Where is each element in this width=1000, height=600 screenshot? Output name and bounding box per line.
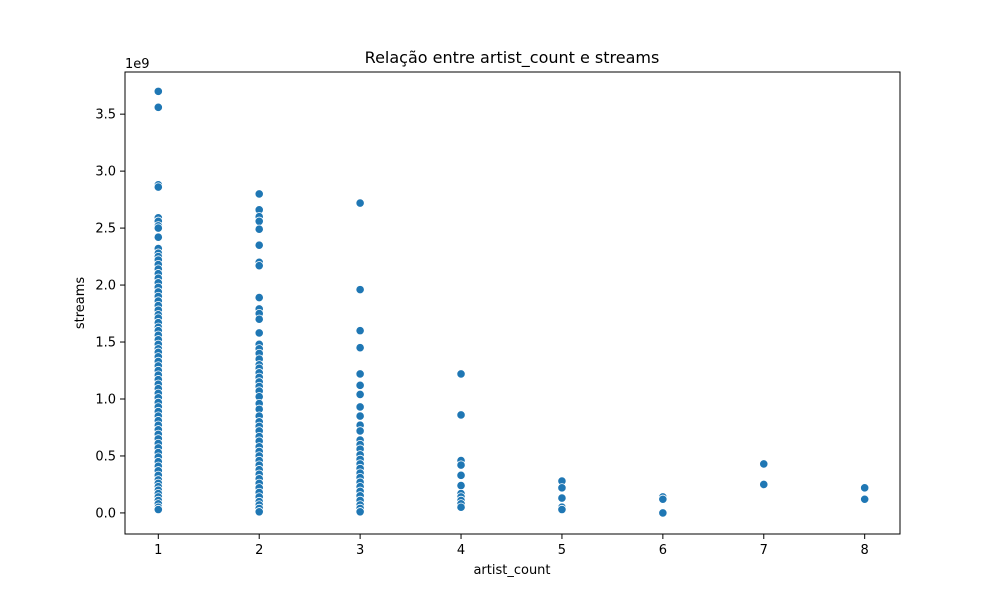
data-point <box>557 493 567 503</box>
data-point <box>355 411 365 421</box>
x-axis-label: artist_count <box>473 563 550 578</box>
data-point <box>254 261 264 271</box>
points-layer <box>153 86 870 518</box>
data-point <box>254 328 264 338</box>
y-tick-label: 0.5 <box>95 449 116 464</box>
data-point <box>355 507 365 517</box>
y-axis-offset-label: 1e9 <box>125 57 150 72</box>
y-tick-label: 3.0 <box>95 165 116 180</box>
data-point <box>355 380 365 390</box>
data-point <box>658 494 668 504</box>
data-point <box>254 240 264 250</box>
data-point <box>355 389 365 400</box>
data-point <box>153 232 163 242</box>
x-tick-label: 8 <box>861 543 869 558</box>
data-point <box>153 223 163 233</box>
y-tick-label: 3.5 <box>95 108 116 123</box>
data-point <box>658 508 668 518</box>
data-point <box>355 326 365 336</box>
data-point <box>254 507 264 517</box>
data-point <box>355 285 365 295</box>
data-point <box>355 426 365 436</box>
data-point <box>153 504 163 515</box>
data-point <box>254 216 264 226</box>
data-point <box>860 483 870 493</box>
data-point <box>759 479 769 490</box>
y-tick-label: 1.0 <box>95 392 116 407</box>
data-point <box>456 502 466 512</box>
y-axis-ticks: 0.0 0.5 1.0 1.5 2.0 2.5 3.0 3.5 <box>95 108 125 521</box>
x-tick-label: 4 <box>457 543 465 558</box>
x-tick-label: 6 <box>659 543 667 558</box>
y-axis-label: streams <box>73 277 88 330</box>
data-point <box>355 198 365 208</box>
data-point <box>557 483 567 493</box>
y-tick-label: 1.5 <box>95 336 116 351</box>
x-tick-label: 1 <box>154 543 162 558</box>
data-point <box>254 224 264 234</box>
x-tick-label: 3 <box>356 543 364 558</box>
data-point <box>254 292 264 303</box>
data-point <box>456 470 466 480</box>
data-point <box>456 410 466 420</box>
data-point <box>153 102 163 112</box>
plot-frame <box>124 71 901 535</box>
x-axis-ticks: 1 2 3 4 5 6 7 8 <box>154 534 869 558</box>
data-point <box>355 402 365 412</box>
data-point <box>153 86 163 96</box>
x-tick-label: 7 <box>760 543 768 558</box>
data-point <box>254 189 264 199</box>
data-point <box>456 369 466 379</box>
y-tick-label: 2.5 <box>95 222 116 237</box>
y-tick-label: 2.0 <box>95 279 116 294</box>
data-point <box>254 314 264 324</box>
data-point <box>355 343 365 353</box>
x-tick-label: 2 <box>255 543 263 558</box>
data-point <box>557 504 567 515</box>
chart-title: Relação entre artist_count e streams <box>365 48 660 68</box>
x-tick-label: 5 <box>558 543 566 558</box>
data-point <box>153 182 163 192</box>
y-tick-label: 0.0 <box>95 506 116 521</box>
data-point <box>456 480 466 491</box>
data-point <box>759 459 769 469</box>
data-point <box>860 494 870 504</box>
data-point <box>355 369 365 379</box>
data-point <box>456 460 466 470</box>
